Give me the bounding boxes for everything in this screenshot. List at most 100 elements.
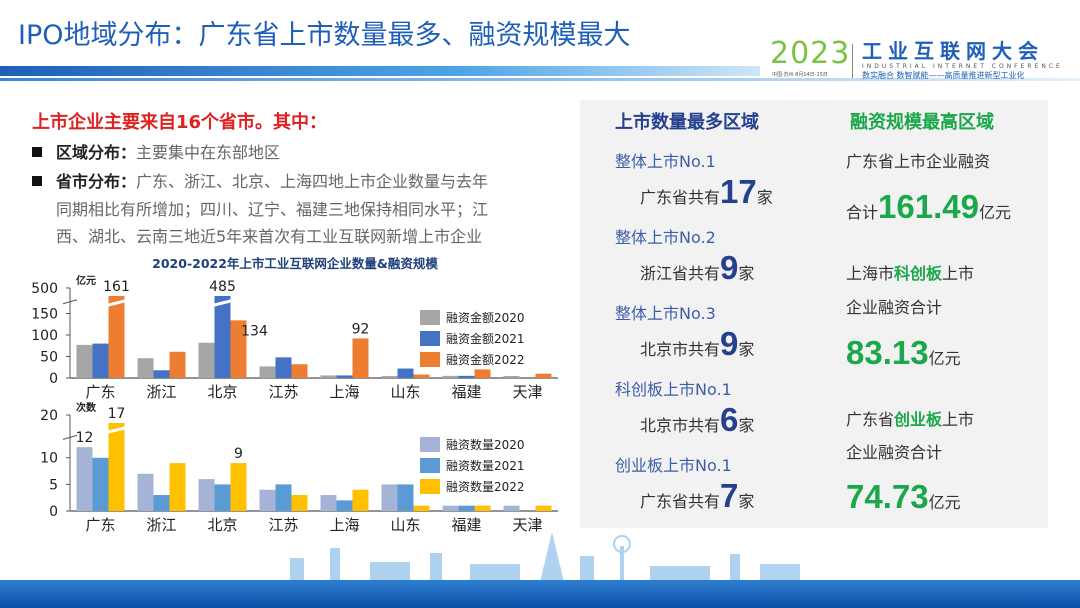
- legend-label: 融资数量2020: [446, 437, 525, 452]
- sh-star-label: 上海市科创板上市: [846, 264, 974, 283]
- total-number: 83.13: [846, 334, 929, 371]
- summary-lead: 上市企业主要来自16个省市。其中：: [32, 112, 328, 133]
- sh-star-total: 83.13亿元: [846, 334, 961, 372]
- total-prefix: 合计: [846, 203, 879, 222]
- legend-swatch: [420, 437, 440, 452]
- bar-上海-融资金额2022: [352, 338, 369, 378]
- ranking-region: 北京市共有: [640, 340, 721, 359]
- bullet-text-line2: 同期相比有所增加；四川、辽宁、福建三地保持相同水平；江: [56, 200, 489, 219]
- bar-广东-融资数量2020: [76, 447, 93, 511]
- bullet-text: 主要集中在东部地区: [136, 143, 281, 162]
- bar-北京-融资数量2021: [214, 484, 231, 511]
- x-tick-label: 广东: [85, 383, 115, 401]
- y-tick-label: 150: [31, 307, 58, 323]
- data-label: 134: [241, 323, 268, 339]
- bar-浙江-融资金额2020: [137, 358, 154, 378]
- ranking-region: 浙江省共有: [640, 264, 721, 283]
- ranking-label: 整体上市No.2: [615, 228, 716, 247]
- bullet-province: 省市分布：广东、浙江、北京、上海四地上市企业数量与去年: [32, 168, 488, 195]
- logo-english: INDUSTRIAL INTERNET CONFERENCE: [862, 63, 1063, 70]
- y-axis-label: 亿元: [76, 274, 96, 287]
- header-divider: [0, 78, 1080, 81]
- left-panel-title: 上市数量最多区域: [615, 112, 759, 133]
- x-tick-label: 广东: [85, 516, 115, 534]
- highlight-panel: [580, 100, 1048, 528]
- ranking-number: 7: [720, 477, 739, 514]
- bar-江苏-融资金额2021: [275, 357, 292, 378]
- ranking-region: 广东省共有: [640, 188, 721, 207]
- bar-广东-融资金额2022: [108, 296, 125, 378]
- x-tick-label: 福建: [451, 516, 481, 534]
- gd-gem-label2: 企业融资合计: [846, 443, 943, 462]
- logo-name: 工业互联网大会: [862, 39, 1044, 63]
- header-bar: [0, 66, 760, 76]
- right-panel-title: 融资规模最高区域: [850, 112, 994, 133]
- x-tick-label: 天津: [512, 516, 542, 534]
- bar-北京-融资金额2021: [214, 296, 231, 378]
- bullet-text-line3: 西、湖北、云南三地近5年来首次有工业互联网新增上市企业: [56, 227, 483, 246]
- ranking-count: 广东省共有17家: [640, 173, 773, 211]
- y-tick-label: 0: [49, 371, 58, 387]
- y-axis-label: 次数: [76, 401, 97, 414]
- total-number: 161.49: [878, 188, 979, 225]
- bullet-label: 区域分布：: [56, 143, 137, 162]
- unit: 家: [756, 188, 773, 207]
- bar-福建-融资金额2020: [442, 375, 459, 378]
- data-label: 161: [103, 279, 130, 295]
- y-tick-label: 20: [40, 408, 58, 424]
- board: 科创板: [894, 264, 943, 283]
- legend-swatch: [420, 331, 440, 346]
- bar-上海-融资数量2021: [336, 500, 353, 511]
- y-tick-label: 0: [49, 504, 58, 520]
- footer-band: [0, 580, 1080, 608]
- bar-上海-融资数量2022: [352, 489, 369, 511]
- data-label: 485: [209, 279, 236, 295]
- bar-福建-融资金额2021: [458, 375, 475, 378]
- unit: 亿元: [928, 349, 961, 368]
- bar-山东-融资金额2022: [413, 374, 430, 378]
- board: 创业板: [894, 410, 943, 429]
- data-label: 92: [352, 321, 370, 337]
- y-tick-label: 10: [40, 451, 58, 467]
- logo-slogan: 数实融合 数智赋能——高质量推进新型工业化: [862, 71, 1025, 80]
- suffix: 上市: [942, 410, 975, 429]
- charts: 2020-2022年上市工业互联网企业数量&融资规模亿元050100150500…: [31, 256, 558, 534]
- x-tick-label: 山东: [390, 383, 420, 401]
- bar-江苏-融资数量2022: [291, 495, 308, 511]
- bar-浙江-融资金额2021: [153, 370, 170, 378]
- bar-广东-融资数量2021: [92, 457, 109, 511]
- bullet-text: 广东、浙江、北京、上海四地上市企业数量与去年: [136, 172, 489, 191]
- bar-天津-融资数量2022: [535, 505, 552, 511]
- legend-swatch: [420, 310, 440, 325]
- x-tick-label: 北京: [207, 383, 237, 401]
- y-tick-label: 500: [31, 281, 58, 297]
- x-tick-label: 江苏: [268, 383, 298, 401]
- legend-swatch: [420, 479, 440, 494]
- bar-天津-融资金额2022: [535, 373, 552, 378]
- bar-山东-融资数量2020: [381, 484, 398, 511]
- skyline-decoration: [290, 532, 800, 582]
- y-tick-label: 50: [40, 350, 58, 366]
- bar-break: [210, 298, 235, 308]
- bar-浙江-融资数量2020: [137, 473, 154, 511]
- ranking-number: 9: [720, 325, 739, 362]
- ranking-number: 6: [720, 401, 739, 438]
- bar-山东-融资金额2020: [381, 376, 398, 378]
- x-tick-label: 上海: [329, 516, 359, 534]
- x-tick-label: 福建: [451, 383, 481, 401]
- sh-star-label2: 企业融资合计: [846, 298, 943, 317]
- legend-label: 融资数量2022: [446, 479, 525, 494]
- bar-北京-融资数量2020: [198, 479, 215, 511]
- bar-北京-融资数量2022: [230, 463, 247, 511]
- total-number: 74.73: [846, 478, 929, 515]
- chart-title: 2020-2022年上市工业互联网企业数量&融资规模: [152, 256, 438, 271]
- unit: 家: [738, 416, 755, 435]
- bar-天津-融资金额2020: [503, 376, 520, 378]
- bar-福建-融资数量2020: [442, 505, 459, 511]
- y-tick-label: 5: [49, 477, 58, 493]
- ranking-label: 整体上市No.1: [615, 152, 716, 171]
- data-label: 12: [76, 430, 94, 446]
- logo-year: 2023: [770, 36, 851, 71]
- ranking-region: 北京市共有: [640, 416, 721, 435]
- data-label: 17: [108, 406, 126, 422]
